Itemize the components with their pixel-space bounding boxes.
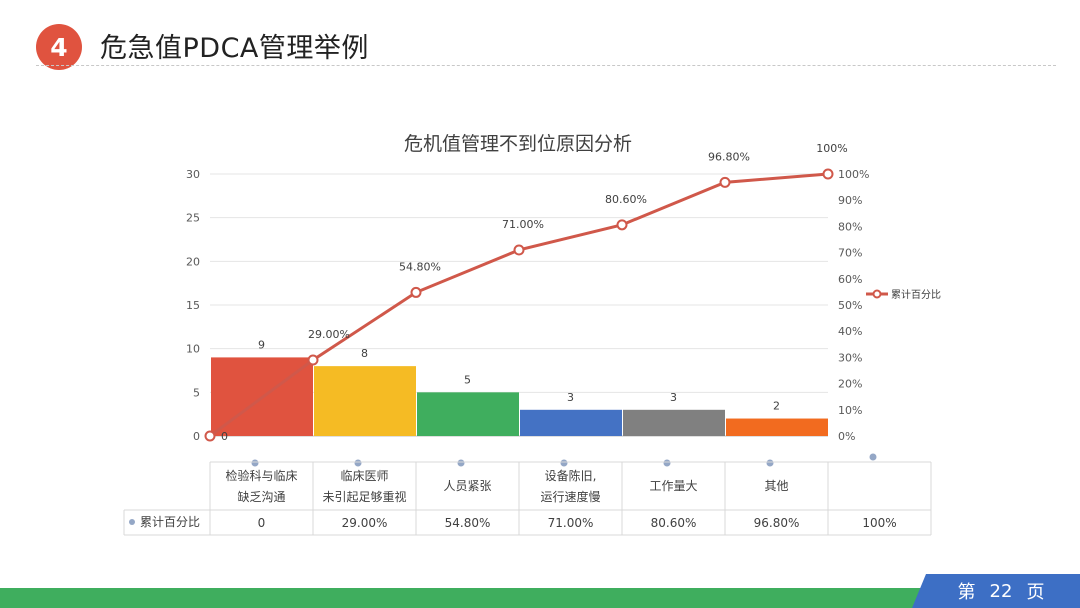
y-right-tick-label: 20%: [838, 378, 862, 391]
page-prefix: 第: [957, 582, 976, 603]
legend-label: 累计百分比: [891, 288, 941, 301]
bar-value-label: 5: [464, 373, 471, 386]
legend-swatch-marker: [872, 289, 882, 299]
footer-green-bar: [0, 588, 925, 608]
bar-value-label: 2: [773, 400, 780, 413]
y-left-tick-label: 15: [186, 299, 200, 312]
y-right-tick-label: 80%: [838, 220, 862, 233]
y-right-tick-label: 30%: [838, 351, 862, 364]
y-right-tick-label: 100%: [838, 168, 869, 181]
pareto-chart: 危机值管理不到位原因分析0510152025300%10%20%30%40%50…: [123, 133, 941, 536]
cumulative-point: [307, 354, 319, 366]
y-right-tick-label: 10%: [838, 404, 862, 417]
cumulative-point: [616, 219, 628, 231]
cumulative-point: [719, 176, 731, 188]
y-left-tick-label: 10: [186, 343, 200, 356]
cumulative-point: [822, 168, 834, 180]
slide-title: 危急值PDCA管理举例: [100, 33, 369, 64]
category-label: 工作量大: [649, 479, 697, 493]
bar: [314, 366, 416, 436]
y-right-tick-label: 60%: [838, 273, 862, 286]
slide-number-badge: 4: [36, 24, 82, 70]
y-left-tick-label: 0: [193, 430, 200, 443]
footer-page-indicator: 第 22 页: [912, 574, 1080, 608]
category-label: 未引起足够重视: [322, 489, 406, 504]
table-cell-value: 29.00%: [342, 516, 388, 530]
table-cell-value: 96.80%: [754, 516, 800, 530]
cumulative-point: [513, 244, 525, 256]
bar: [623, 409, 725, 436]
page-suffix: 页: [1026, 582, 1045, 603]
y-left-tick-label: 20: [186, 255, 200, 268]
table-cell-value: 0: [258, 516, 266, 530]
cumulative-point: [410, 286, 422, 298]
bar: [726, 418, 828, 436]
category-marker-dot: [251, 459, 259, 467]
page-number: 22: [989, 580, 1013, 602]
y-left-tick-label: 30: [186, 168, 200, 181]
y-left-tick-label: 5: [193, 386, 200, 399]
category-marker-dot: [457, 459, 465, 467]
cumulative-label: 71.00%: [502, 218, 544, 231]
bar: [417, 392, 519, 436]
table-cell-value: 54.80%: [445, 516, 491, 530]
y-right-tick-label: 50%: [838, 299, 862, 312]
table-row-marker: [129, 519, 135, 525]
cumulative-label: 54.80%: [399, 260, 441, 273]
table-cell-value: 100%: [862, 516, 896, 530]
table-cell-value: 80.60%: [651, 516, 697, 530]
category-label: 其他: [764, 479, 788, 493]
category-marker-dot: [766, 459, 774, 467]
category-marker-dot: [663, 459, 671, 467]
bar-value-label: 3: [670, 391, 677, 404]
bar: [520, 409, 622, 436]
y-left-tick-label: 25: [186, 212, 200, 225]
category-label: 缺乏沟通: [237, 489, 285, 504]
cumulative-label: 96.80%: [708, 150, 750, 163]
y-right-tick-label: 40%: [838, 325, 862, 338]
category-marker-dot: [869, 453, 877, 461]
category-label: 设备陈旧,: [545, 468, 597, 483]
category-label: 运行速度慢: [540, 489, 600, 504]
y-right-tick-label: 90%: [838, 194, 862, 207]
table-row-label: 累计百分比: [140, 515, 200, 529]
y-right-tick-label: 0%: [838, 430, 855, 443]
category-label: 临床医师: [340, 469, 388, 483]
bar-value-label: 8: [361, 347, 368, 360]
cumulative-label: 29.00%: [308, 328, 350, 341]
title-divider: [36, 65, 1056, 66]
cumulative-label: 100%: [816, 142, 847, 155]
table-cell-value: 71.00%: [548, 516, 594, 530]
cumulative-label: 0: [221, 430, 228, 443]
category-marker-dot: [560, 459, 568, 467]
chart-title: 危机值管理不到位原因分析: [404, 133, 632, 155]
category-marker-dot: [354, 459, 362, 467]
category-label: 检验科与临床: [225, 468, 297, 483]
bar-value-label: 9: [258, 338, 265, 351]
cumulative-point: [204, 430, 216, 442]
y-right-tick-label: 70%: [838, 247, 862, 260]
category-label: 人员紧张: [443, 479, 491, 493]
bar-value-label: 3: [567, 391, 574, 404]
cumulative-label: 80.60%: [605, 193, 647, 206]
